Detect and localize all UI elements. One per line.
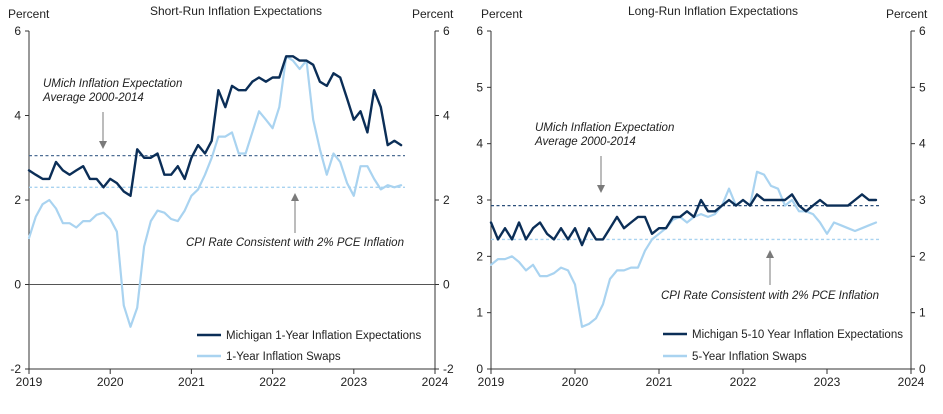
y-tick-label-right: 3 [919, 193, 926, 207]
legend-label-michigan-1y: Michigan 1-Year Inflation Expectations [226, 330, 421, 342]
y-tick-label-right: 2 [919, 249, 926, 263]
y-tick-label-left: 0 [14, 278, 21, 292]
left-axis-unit: Percent [481, 7, 523, 21]
short-run-chart: Percent Percent Short-Run Inflation Expe… [8, 4, 454, 389]
y-tick-label-right: 5 [919, 80, 926, 94]
chart-title: Short-Run Inflation Expectations [150, 4, 322, 18]
y-tick-label-right: 1 [919, 306, 926, 320]
x-tick-label: 2023 [340, 375, 367, 389]
x-tick-label: 2019 [478, 375, 505, 389]
y-tick-label-right: 2 [443, 193, 450, 207]
legend: Michigan 5-10 Year Inflation Expectation… [663, 329, 903, 363]
x-tick-label: 2023 [814, 375, 841, 389]
y-tick-label-right: 4 [919, 137, 926, 151]
x-tick-label: 2022 [259, 375, 286, 389]
x-tick-label: 2021 [178, 375, 205, 389]
x-tick-label: 2019 [16, 375, 43, 389]
x-tick-label: 2021 [646, 375, 673, 389]
legend-label-swaps-1y: 1-Year Inflation Swaps [226, 351, 341, 363]
annotations: UMich Inflation Expectation Average 2000… [42, 78, 404, 249]
umich-annotation-line2: Average 2000-2014 [42, 92, 144, 104]
legend-label-swaps-5y: 5-Year Inflation Swaps [692, 351, 807, 363]
y-tick-label-right: 0 [919, 362, 926, 376]
chart-title: Long-Run Inflation Expectations [628, 4, 798, 18]
series-line-michigan-5-10-year-inflation-expectations [489, 193, 878, 247]
y-tick-label-left: -2 [10, 362, 21, 376]
axes: 0 0 1 1 2 2 3 3 4 4 5 5 6 6 2019 2020 2021 2022 2023 2024 [476, 24, 926, 389]
right-axis-unit: Percent [412, 7, 454, 21]
x-tick-label: 2022 [730, 375, 757, 389]
x-tick-label: 2020 [562, 375, 589, 389]
y-tick-label-left: 4 [14, 109, 21, 123]
cpi-annotation: CPI Rate Consistent with 2% PCE Inflatio… [186, 237, 404, 249]
y-tick-label-left: 1 [476, 306, 483, 320]
y-tick-label-left: 3 [476, 193, 483, 207]
series-line-michigan-1-year-inflation-expectations [27, 55, 403, 198]
cpi-arrowhead-icon [766, 250, 774, 258]
y-tick-label-left: 6 [476, 24, 483, 38]
x-tick-label: 2020 [97, 375, 124, 389]
reference-lines [491, 204, 881, 241]
reference-lines [29, 154, 405, 188]
y-tick-label-right: -2 [443, 362, 454, 376]
umich-arrowhead-icon [99, 141, 107, 149]
legend: Michigan 1-Year Inflation Expectations 1… [197, 330, 421, 363]
legend-label-michigan-5-10y: Michigan 5-10 Year Inflation Expectation… [692, 329, 903, 341]
series-lines [27, 55, 403, 328]
umich-annotation-line1: UMich Inflation Expectation [535, 122, 674, 134]
x-tick-label: 2024 [898, 375, 925, 389]
axes: -2 -2 0 0 2 2 4 4 6 6 2019 2020 2021 2022 2023 2024 [10, 24, 454, 389]
y-tick-label-right: 4 [443, 109, 450, 123]
series-lines [489, 170, 878, 328]
y-tick-label-right: 6 [919, 24, 926, 38]
y-tick-label-right: 6 [443, 24, 450, 38]
umich-annotation-line1: UMich Inflation Expectation [43, 78, 182, 90]
y-tick-label-right: 0 [443, 278, 450, 292]
cpi-arrowhead-icon [291, 193, 299, 201]
x-tick-label: 2024 [422, 375, 449, 389]
right-axis-unit: Percent [886, 7, 928, 21]
y-tick-label-left: 0 [476, 362, 483, 376]
umich-annotation-line2: Average 2000-2014 [534, 136, 636, 148]
series-line-5-year-inflation-swaps [489, 170, 878, 328]
series-line-1-year-inflation-swaps [27, 55, 403, 328]
annotations: UMich Inflation Expectation Average 2000… [534, 122, 879, 302]
y-tick-label-left: 2 [476, 249, 483, 263]
long-run-chart: Percent Percent Long-Run Inflation Expec… [476, 4, 928, 389]
cpi-annotation: CPI Rate Consistent with 2% PCE Inflatio… [661, 290, 879, 302]
umich-arrowhead-icon [597, 185, 605, 193]
y-tick-label-left: 5 [476, 80, 483, 94]
left-axis-unit: Percent [8, 7, 50, 21]
y-tick-label-left: 6 [14, 24, 21, 38]
y-tick-label-left: 2 [14, 193, 21, 207]
y-tick-label-left: 4 [476, 137, 483, 151]
